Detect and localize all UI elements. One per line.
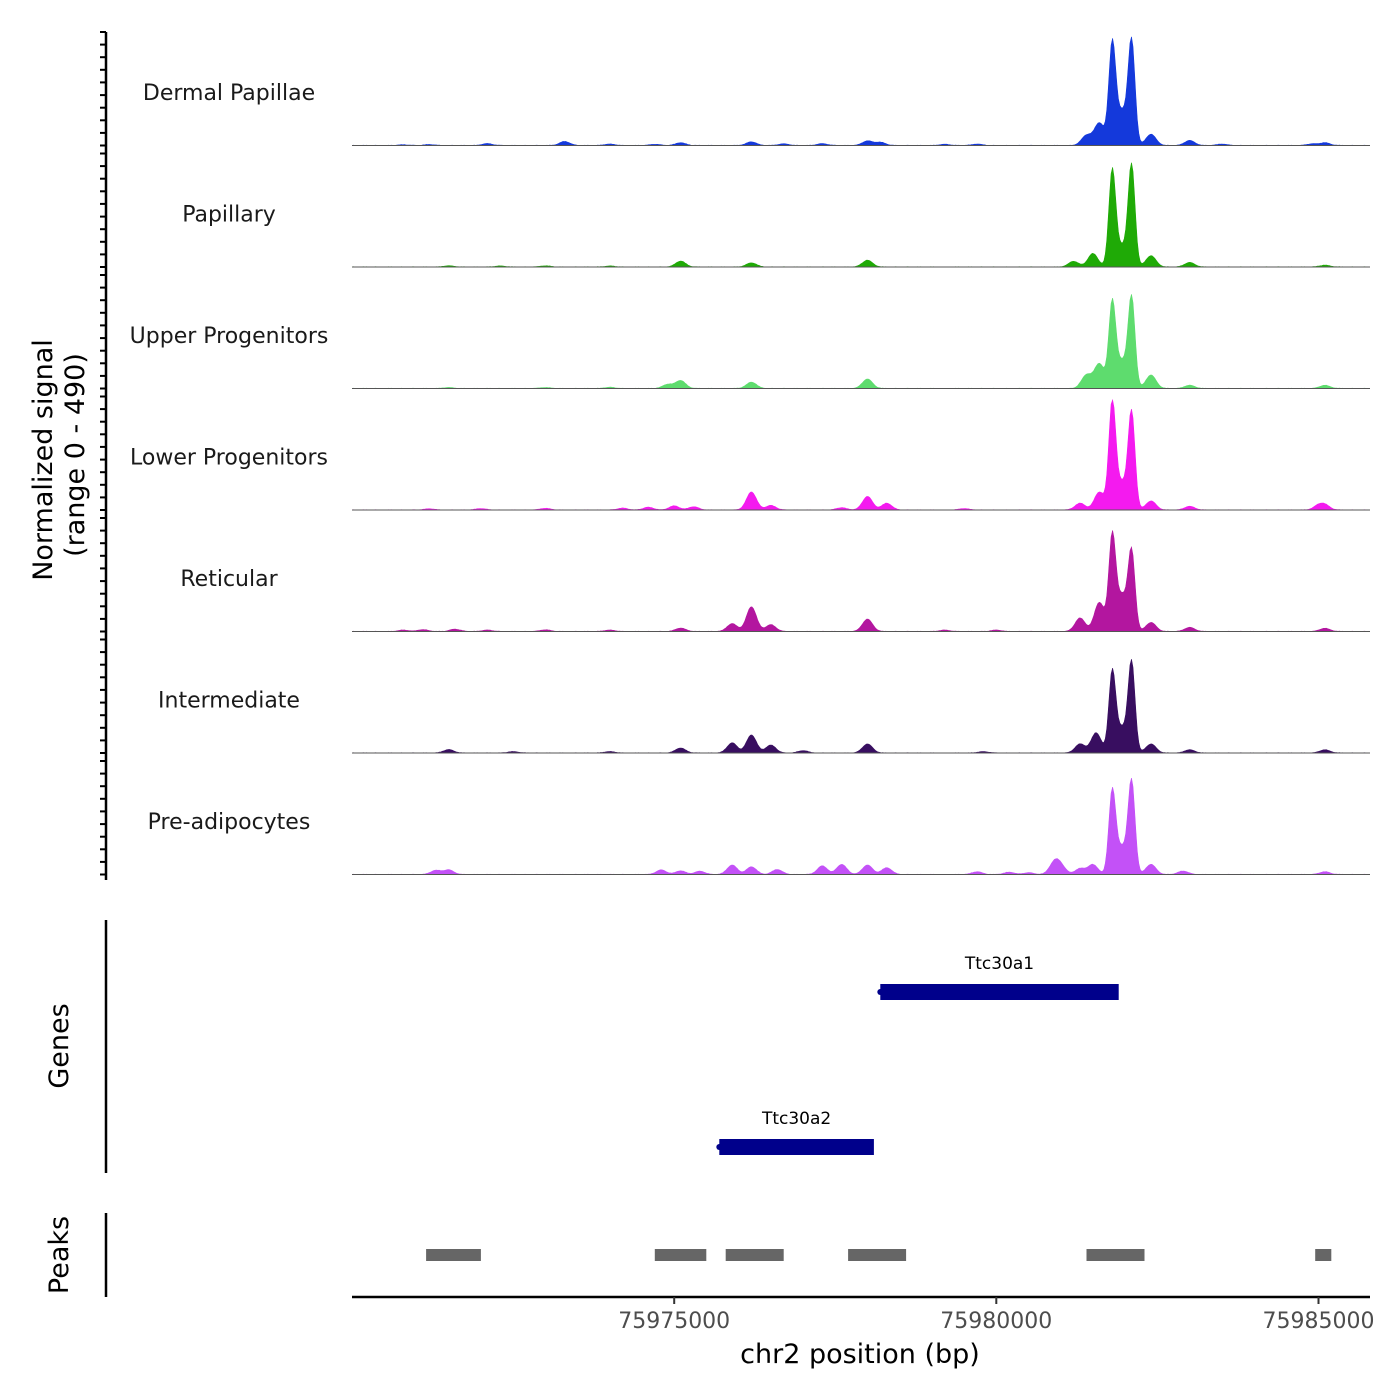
signal-area	[351, 659, 1371, 754]
track-papillary: Papillary	[182, 162, 1371, 268]
track-upper-progenitors: Upper Progenitors	[130, 294, 1371, 389]
signal-area	[351, 36, 1371, 146]
y-axis-title-main: Normalized signal	[28, 339, 59, 581]
gene-body	[719, 1139, 874, 1155]
gene-body	[880, 984, 1119, 1000]
x-tick-label: 75985000	[1263, 1309, 1375, 1334]
track-label: Reticular	[180, 567, 278, 592]
peak-region	[1086, 1249, 1145, 1261]
track-lower-progenitors: Lower Progenitors	[130, 398, 1371, 511]
signal-area	[351, 778, 1371, 875]
track-intermediate: Intermediate	[158, 659, 1371, 754]
track-reticular: Reticular	[180, 530, 1371, 632]
gene-start-marker	[877, 989, 884, 995]
x-tick-label: 75975000	[618, 1309, 730, 1334]
peak-region	[848, 1249, 907, 1261]
peak-region	[654, 1249, 707, 1261]
track-label: Intermediate	[158, 689, 300, 714]
gene-ttc30a1: Ttc30a1	[877, 954, 1119, 1000]
peak-region	[426, 1249, 481, 1261]
genes-track: Ttc30a1 Ttc30a2	[716, 954, 1119, 1155]
gene-ttc30a2: Ttc30a2	[716, 1109, 874, 1155]
gene-label: Ttc30a1	[964, 954, 1034, 974]
coverage-tracks: Dermal Papillae Papillary Upper Progenitor…	[130, 36, 1371, 875]
gene-start-marker	[716, 1144, 723, 1150]
signal-area	[351, 398, 1371, 511]
signal-area	[351, 294, 1371, 389]
track-label: Lower Progenitors	[130, 446, 328, 471]
peak-region	[725, 1249, 784, 1261]
signal-area	[351, 162, 1371, 268]
x-tick-label: 75980000	[940, 1309, 1052, 1334]
peaks-track	[426, 1249, 1332, 1261]
x-axis-title: chr2 position (bp)	[740, 1339, 980, 1370]
peaks-track-label: Peaks	[44, 1216, 75, 1294]
genes-track-label: Genes	[44, 1003, 75, 1088]
y-axis-title: Normalized signal (range 0 - 490)	[28, 339, 91, 581]
peak-region	[1315, 1249, 1332, 1261]
track-label: Pre-adipocytes	[148, 810, 311, 835]
track-label: Dermal Papillae	[143, 81, 315, 106]
signal-area	[351, 530, 1371, 632]
track-dermal-papillae: Dermal Papillae	[143, 36, 1371, 146]
x-axis-ticks: 75975000 75980000 75985000	[618, 1297, 1374, 1334]
track-pre-adipocytes: Pre-adipocytes	[148, 778, 1371, 875]
coverage-y-ticks	[100, 31, 106, 876]
y-axis-title-sub: (range 0 - 490)	[60, 353, 91, 557]
track-label: Papillary	[182, 203, 276, 228]
gene-label: Ttc30a2	[761, 1109, 831, 1129]
track-label: Upper Progenitors	[130, 324, 329, 349]
